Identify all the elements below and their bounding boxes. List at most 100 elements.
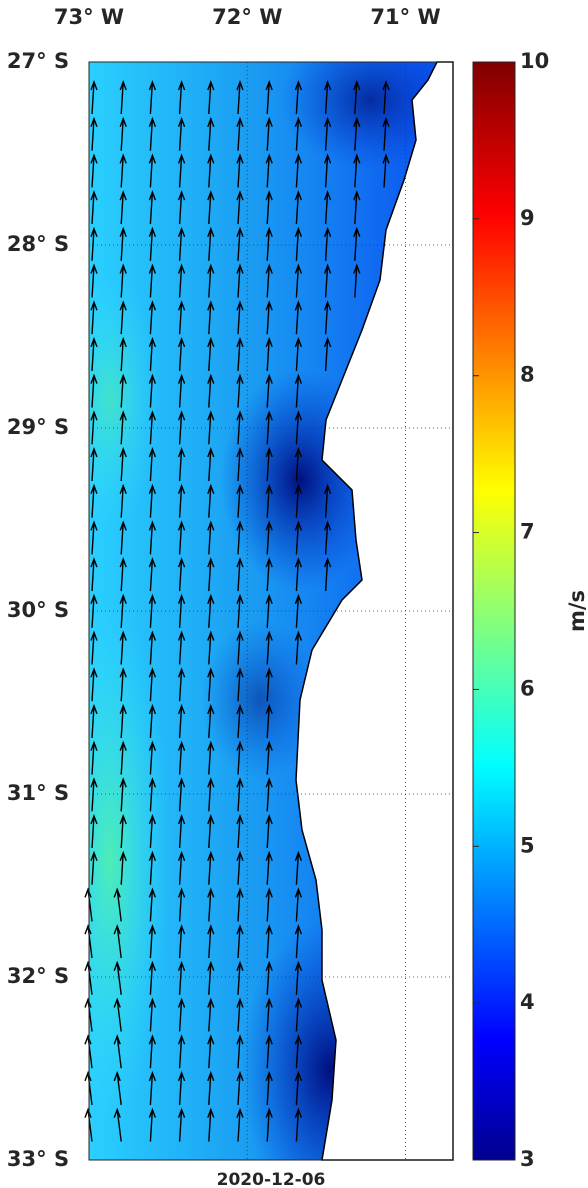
wind-arrow: [207, 667, 215, 702]
wind-arrow: [353, 263, 361, 298]
wind-arrow: [177, 116, 186, 151]
wind-arrow: [177, 1107, 186, 1142]
wind-arrow: [207, 116, 215, 151]
wind-arrow: [236, 263, 244, 298]
wind-arrow: [177, 667, 186, 702]
wind-arrow: [207, 447, 215, 482]
wind-arrow: [148, 557, 157, 592]
wind-arrow: [119, 263, 127, 298]
wind-arrow: [265, 777, 273, 812]
wind-arrow: [323, 300, 332, 335]
wind-arrow: [207, 630, 215, 665]
wind-arrow: [236, 1034, 244, 1069]
wind-arrow: [353, 190, 361, 225]
wind-arrow: [265, 814, 273, 849]
wind-arrow: [265, 887, 273, 922]
wind-arrow: [207, 960, 215, 995]
wind-arrow: [177, 703, 186, 738]
wind-arrow: [323, 153, 332, 188]
wind-arrow: [207, 300, 215, 335]
wind-arrow: [207, 1107, 215, 1142]
wind-arrow: [294, 336, 303, 371]
wind-arrow: [148, 1070, 157, 1105]
wind-arrow: [177, 336, 186, 371]
lat-label: 27° S: [7, 49, 69, 73]
wind-arrow: [236, 410, 244, 445]
wind-arrow: [323, 190, 332, 225]
wind-arrow: [353, 153, 361, 188]
wind-arrow: [294, 997, 303, 1032]
wind-arrow: [236, 300, 244, 335]
wind-arrow: [294, 1107, 303, 1142]
wind-arrow: [148, 153, 157, 188]
wind-arrow: [113, 1070, 122, 1105]
colorbar-tick-label: 5: [520, 833, 535, 857]
lat-label: 29° S: [7, 415, 69, 439]
wind-arrow: [294, 850, 303, 885]
wind-arrow: [236, 814, 244, 849]
wind-arrow: [207, 777, 215, 812]
lon-label: 72° W: [212, 5, 282, 29]
wind-arrow: [177, 447, 186, 482]
wind-arrow: [177, 630, 186, 665]
wind-arrow: [353, 116, 361, 151]
wind-arrow: [148, 667, 157, 702]
wind-arrow: [148, 887, 157, 922]
wind-arrow: [236, 703, 244, 738]
wind-arrow: [90, 80, 98, 115]
wind-arrow: [294, 80, 303, 115]
wind-arrow: [236, 667, 244, 702]
wind-arrow: [119, 520, 127, 555]
wind-arrow: [323, 263, 332, 298]
wind-arrow: [177, 153, 186, 188]
wind-arrow: [294, 153, 303, 188]
wind-arrow: [207, 263, 215, 298]
wind-arrow: [90, 814, 98, 849]
wind-arrow: [177, 80, 186, 115]
wind-arrow: [236, 447, 244, 482]
wind-arrow: [265, 960, 273, 995]
wind-arrow: [236, 483, 244, 518]
wind-arrow: [148, 777, 157, 812]
wind-arrow: [236, 887, 244, 922]
wind-arrow: [177, 740, 186, 775]
wind-arrow: [294, 263, 303, 298]
wind-arrow: [265, 593, 273, 628]
wind-arrow: [265, 410, 273, 445]
wind-arrow: [294, 593, 303, 628]
wind-arrow: [236, 740, 244, 775]
wind-arrow: [119, 116, 127, 151]
wind-arrow: [148, 447, 157, 482]
wind-arrow: [265, 116, 273, 151]
wind-arrow: [294, 960, 303, 995]
wind-arrow: [294, 190, 303, 225]
colorbar-tick-label: 3: [520, 1147, 535, 1171]
wind-arrow: [177, 410, 186, 445]
wind-arrow: [207, 483, 215, 518]
wind-arrow: [148, 960, 157, 995]
wind-arrow: [90, 850, 98, 885]
wind-arrow: [207, 703, 215, 738]
wind-arrow: [90, 447, 98, 482]
wind-arrow: [207, 593, 215, 628]
lon-label: 73° W: [54, 5, 124, 29]
wind-arrow: [265, 740, 273, 775]
map-frame: [88, 61, 454, 1161]
wind-arrow: [148, 410, 157, 445]
wind-arrow: [90, 593, 98, 628]
wind-arrow: [294, 300, 303, 335]
wind-arrow: [148, 373, 157, 408]
wind-arrow: [90, 300, 98, 335]
wind-arrow: [265, 557, 273, 592]
colorbar-label: m/s: [565, 590, 588, 632]
wind-arrow: [148, 814, 157, 849]
wind-arrow: [90, 703, 98, 738]
wind-arrow: [90, 520, 98, 555]
wind-arrow: [148, 336, 157, 371]
wind-arrow: [265, 1107, 273, 1142]
wind-arrow: [236, 1070, 244, 1105]
wind-arrow: [207, 410, 215, 445]
wind-arrow: [294, 887, 303, 922]
wind-arrow: [265, 997, 273, 1032]
wind-arrow: [353, 80, 361, 115]
